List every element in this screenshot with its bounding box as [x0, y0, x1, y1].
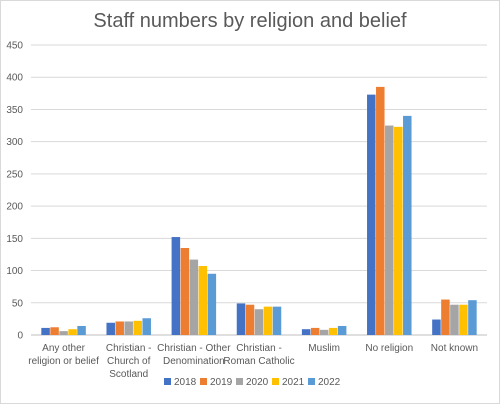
- bar-2018: [41, 327, 50, 335]
- bar-2020: [189, 259, 199, 335]
- legend-swatch-2020: [236, 378, 243, 385]
- legend-swatch-2018: [164, 378, 171, 385]
- bar-2019: [441, 299, 450, 335]
- bar-2022: [403, 115, 412, 335]
- legend-label-2020: 2020: [246, 377, 269, 388]
- bar-2020: [450, 304, 459, 335]
- y-tick-label: 400: [6, 73, 23, 84]
- bar-2019: [245, 304, 255, 335]
- x-tick-label: Any other: [42, 343, 85, 354]
- x-tick-label: Not known: [431, 343, 478, 354]
- x-tick-label: Christian -: [106, 343, 152, 354]
- bar-2018: [106, 322, 115, 335]
- x-tick-label: No religion: [365, 343, 413, 354]
- legend-label-2019: 2019: [210, 377, 233, 388]
- x-tick-label: Scotland: [109, 369, 148, 380]
- x-tick-label: Church of: [107, 356, 151, 367]
- legend-label-2022: 2022: [318, 377, 341, 388]
- y-tick-label: 350: [6, 105, 23, 116]
- bar-2021: [394, 126, 403, 335]
- bar-2018: [236, 303, 246, 335]
- bar-2018: [301, 329, 311, 335]
- chart-title: Staff numbers by religion and belief: [93, 10, 407, 32]
- bar-2018: [171, 237, 181, 335]
- bar-2022: [207, 273, 217, 335]
- bar-2021: [68, 329, 77, 335]
- bar-2018: [367, 94, 376, 335]
- x-tick-label: Roman Catholic: [223, 356, 294, 367]
- bar-2021: [133, 320, 142, 335]
- x-tick-label: Denomination: [163, 356, 225, 367]
- y-tick-label: 250: [6, 169, 23, 180]
- bar-2019: [50, 327, 59, 335]
- bar-2020: [59, 331, 68, 335]
- bar-2021: [263, 306, 273, 335]
- y-tick-label: 0: [17, 331, 23, 342]
- bar-2020: [124, 321, 133, 335]
- bar-2019: [115, 321, 124, 335]
- bar-2020: [319, 329, 329, 335]
- bar-2019: [376, 86, 385, 335]
- bar-2022: [77, 325, 86, 335]
- y-tick-label: 150: [6, 234, 23, 245]
- y-tick-label: 50: [12, 298, 24, 309]
- bar-2019: [180, 248, 190, 335]
- x-tick-label: Christian - Other: [157, 343, 231, 354]
- legend-swatch-2022: [308, 378, 315, 385]
- y-tick-label: 100: [6, 266, 23, 277]
- bar-2022: [337, 325, 347, 335]
- bar-2022: [468, 300, 477, 335]
- bar-2020: [385, 125, 394, 335]
- bar-2022: [142, 318, 151, 335]
- y-tick-label: 450: [6, 41, 23, 52]
- bar-2021: [459, 304, 468, 335]
- y-tick-label: 300: [6, 137, 23, 148]
- x-tick-label: Muslim: [308, 343, 340, 354]
- legend-swatch-2019: [200, 378, 207, 385]
- bar-2021: [198, 266, 208, 335]
- bar-2018: [432, 319, 441, 335]
- bar-2022: [272, 306, 282, 335]
- bar-2021: [328, 327, 338, 335]
- bar-2019: [310, 327, 320, 335]
- legend-swatch-2021: [272, 378, 279, 385]
- x-tick-label: religion or belief: [28, 356, 99, 367]
- legend-label-2021: 2021: [282, 377, 305, 388]
- bar-2020: [254, 309, 264, 335]
- x-tick-label: Christian -: [236, 343, 282, 354]
- legend-label-2018: 2018: [174, 377, 197, 388]
- y-tick-label: 200: [6, 202, 23, 213]
